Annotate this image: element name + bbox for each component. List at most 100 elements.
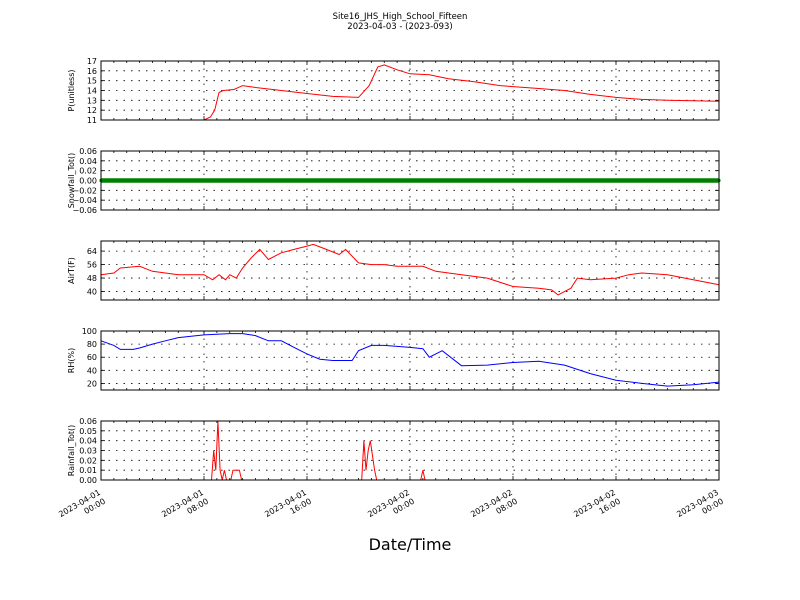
data-point <box>411 178 415 183</box>
y-tick-label: 80 <box>87 340 97 349</box>
data-point <box>659 178 663 183</box>
data-point <box>604 178 608 183</box>
data-point <box>231 178 235 183</box>
data-point <box>315 178 319 183</box>
y-tick-label: −0.02 <box>72 186 97 195</box>
y-tick-label: 0.02 <box>79 456 97 465</box>
data-point <box>179 178 184 183</box>
plot-frame <box>100 60 720 121</box>
data-point <box>488 178 493 183</box>
panel-5: 0.000.010.020.030.040.050.06Rainfall_Tot… <box>67 417 720 485</box>
data-point <box>392 178 396 183</box>
data-point <box>456 178 460 183</box>
data-point <box>263 178 267 183</box>
data-point <box>244 178 248 183</box>
data-point <box>321 178 325 183</box>
y-tick-label: 0.03 <box>79 447 97 456</box>
data-point <box>646 178 650 183</box>
data-point <box>166 178 171 183</box>
data-point <box>582 178 586 183</box>
data-point <box>273 178 277 183</box>
data-point <box>514 178 518 183</box>
data-point <box>176 178 180 183</box>
data-point <box>627 178 631 183</box>
data-point <box>443 178 448 183</box>
data-point <box>340 178 345 183</box>
data-point <box>607 178 612 183</box>
data-point <box>424 178 428 183</box>
data-point <box>125 178 129 183</box>
data-point <box>527 178 531 183</box>
y-tick-label: 0.00 <box>79 476 97 485</box>
figure-subtitle: 2023-04-03 - (2023-093) <box>347 22 452 32</box>
data-point <box>170 178 174 183</box>
data-point <box>102 178 106 183</box>
data-point <box>318 178 322 183</box>
y-tick-label: 0.04 <box>79 437 97 446</box>
data-point <box>550 178 554 183</box>
data-point <box>685 178 689 183</box>
y-tick-label: 20 <box>87 379 97 388</box>
data-point <box>437 178 441 183</box>
data-point <box>588 178 592 183</box>
data-point <box>517 178 522 183</box>
data-point <box>292 178 296 183</box>
data-point <box>269 178 274 183</box>
data-point <box>215 178 219 183</box>
data-point <box>498 178 502 183</box>
data-point <box>282 178 287 183</box>
y-tick-label: 40 <box>87 366 97 375</box>
y-tick-label: 11 <box>87 116 97 125</box>
data-point <box>286 178 290 183</box>
data-point <box>109 178 113 183</box>
y-tick-label: 0.04 <box>79 157 97 166</box>
data-point <box>279 178 283 183</box>
y-tick-label: 17 <box>87 57 97 66</box>
data-point <box>376 178 380 183</box>
data-point <box>192 178 196 183</box>
y-tick-label: 0.02 <box>79 167 97 176</box>
data-point <box>492 178 496 183</box>
data-point <box>372 178 377 183</box>
data-point <box>585 178 589 183</box>
data-point <box>572 178 576 183</box>
y-tick-label: 15 <box>87 77 97 86</box>
y-tick-label: 0.00 <box>79 177 97 186</box>
data-point <box>257 178 261 183</box>
series-line <box>100 333 720 387</box>
data-point <box>327 178 332 183</box>
data-point <box>559 178 563 183</box>
y-tick-label: 48 <box>87 274 97 283</box>
data-point <box>337 178 341 183</box>
data-point <box>611 178 615 183</box>
y-tick-label: 64 <box>87 247 97 256</box>
data-point <box>173 178 177 183</box>
data-point <box>115 178 119 183</box>
data-point <box>714 178 718 183</box>
data-point <box>382 178 386 183</box>
data-point <box>614 178 618 183</box>
data-point <box>331 178 335 183</box>
data-point <box>289 178 293 183</box>
y-tick-label: 12 <box>87 106 97 115</box>
data-point <box>450 178 454 183</box>
data-point <box>138 178 142 183</box>
data-point <box>241 178 245 183</box>
figure-title: Site16_JHS_High_School_Fifteen <box>333 12 468 22</box>
data-point <box>675 178 679 183</box>
data-point <box>466 178 470 183</box>
data-point <box>566 178 570 183</box>
data-point <box>698 178 702 183</box>
data-point <box>482 178 486 183</box>
data-point <box>694 178 699 183</box>
data-point <box>546 178 551 183</box>
data-point <box>250 178 254 183</box>
data-point <box>405 178 409 183</box>
data-point <box>253 178 258 183</box>
data-point <box>701 178 705 183</box>
data-point <box>353 178 357 183</box>
data-point <box>305 178 309 183</box>
